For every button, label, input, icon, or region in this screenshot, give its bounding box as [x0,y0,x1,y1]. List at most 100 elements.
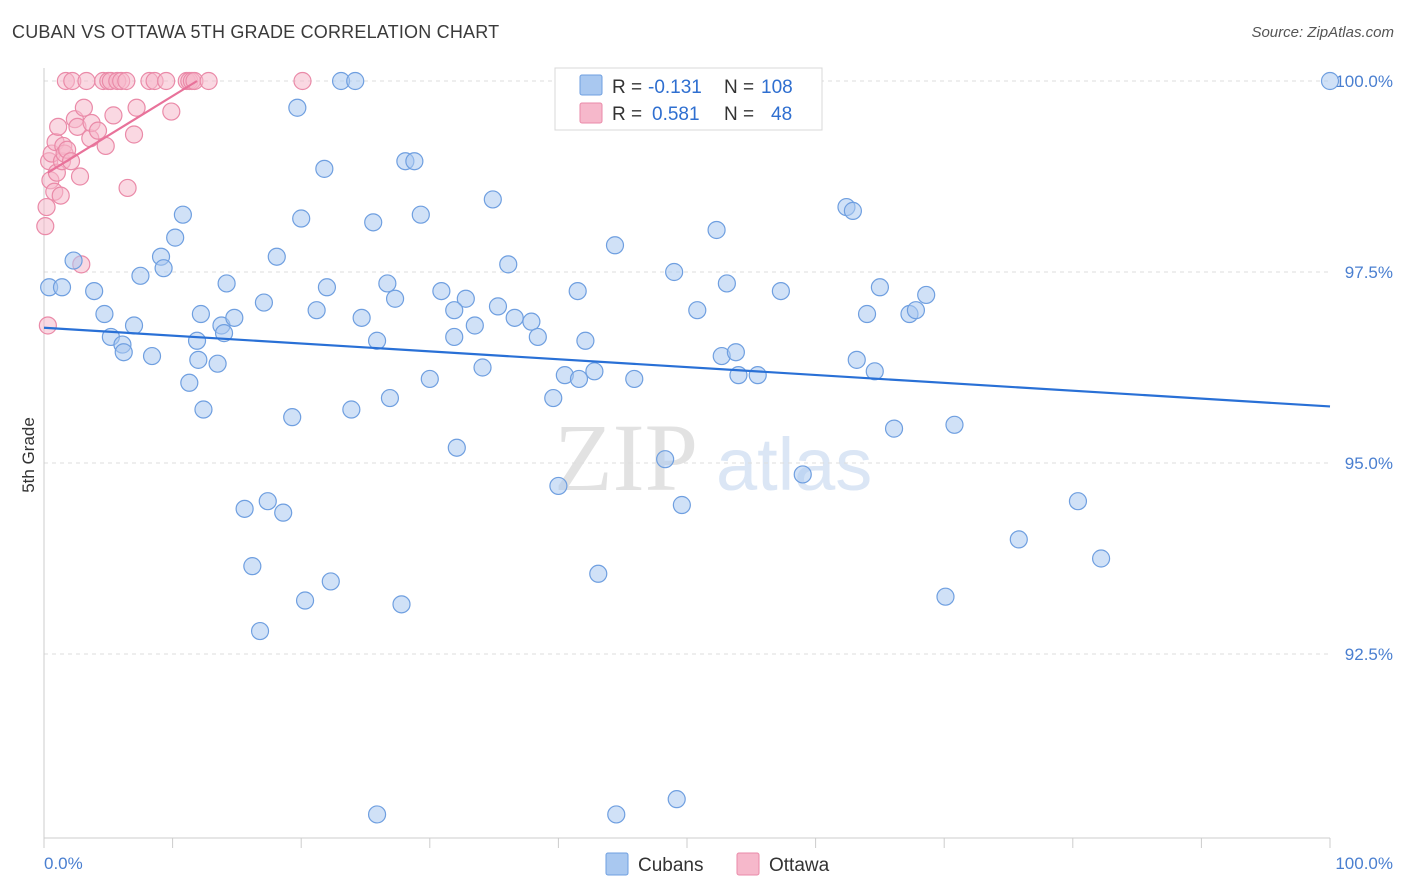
ottawa-point [117,71,136,91]
cubans-point [843,201,862,220]
stats-legend-r-label-pink: R = [612,104,642,125]
cubans-point [569,369,589,389]
y-tick-label: 100.0% [1335,72,1393,91]
cubans-point [793,465,812,484]
cubans-point [656,450,675,469]
cubans-point [465,316,484,335]
cubans-point [189,350,208,369]
legend-cubans-label: Cubans [638,855,704,876]
chart-title: CUBAN VS OTTAWA 5TH GRADE CORRELATION CH… [12,22,500,42]
stats-legend-n-label-pink: N = [724,104,754,125]
ottawa-point [127,98,146,117]
watermark-zip: ZIP [554,404,698,511]
cubans-point [208,354,227,373]
cubans-point [274,503,293,522]
cubans-point [1009,530,1028,549]
source-label: Source: ZipAtlas.com [1251,24,1394,41]
cubans-point [456,289,475,308]
cubans-point [52,278,72,297]
tick-labels: 92.5% 95.0% 97.5% 100.0% 0.0% 100.0% [44,72,1393,873]
cubans-point [380,388,400,408]
cubans-point [505,308,524,327]
cubans-point [367,331,387,350]
cubans-point [936,587,955,606]
cubans-point [267,247,286,266]
cubans-point [194,400,213,419]
watermark: ZIP atlas [554,404,872,511]
cubans-point [857,304,877,324]
y-axis-title: 5th Grade [19,417,38,493]
ottawa-point [118,178,137,198]
ottawa-point [88,121,108,140]
stats-legend-n-value-pink: 48 [771,104,792,125]
cubans-point [445,327,464,347]
cubans-point [214,324,234,343]
ottawa-point [70,167,90,186]
cubans-point [317,278,337,297]
cubans-point [771,282,790,301]
cubans-point [154,259,173,278]
cubans-point [95,304,114,324]
cubans-point [605,236,625,255]
stats-legend-pink-swatch [579,102,603,124]
cubans-point [717,274,736,293]
cubans-point [131,266,150,285]
cubans-point [945,415,964,434]
cubans-point [625,369,644,389]
ottawa-point [74,98,93,117]
cubans-point [321,572,340,591]
cubans-point [665,262,684,282]
cubans-point [166,228,185,247]
ottawa-point [51,186,70,205]
cubans-point [114,343,133,362]
watermark-atlas: atlas [716,423,872,506]
cubans-point [173,205,192,224]
cubans-point [1068,492,1088,511]
cubans-point [585,362,604,381]
cubans-point [346,71,365,91]
cubans-point [180,373,199,392]
cubans-point [235,499,254,518]
cubans-point [292,209,311,228]
cubans-point [672,495,691,515]
cubans-point [688,301,707,320]
cubans-point [315,159,334,178]
legend-ottawa-swatch [736,852,760,876]
cubans-point [906,301,926,320]
cubans-point [707,220,726,240]
cubans-point [378,274,397,293]
cubans-point [352,308,371,327]
cubans-point [607,805,626,824]
cubans-point [295,591,315,610]
axes [43,68,1331,848]
cubans-point [364,213,383,232]
cubans-point [187,331,207,350]
stats-legend-r-label-blue: R = [612,77,642,98]
cubans-point [85,282,104,301]
stats-legend-r-value-pink: 0.581 [652,104,700,125]
cubans-point [283,408,302,427]
ottawa-point [38,316,57,335]
cubans-point [405,152,424,171]
cubans-point [576,331,595,350]
cubans-point [884,419,904,438]
cubans-point [870,278,890,297]
cubans-point [225,308,244,327]
cubans-point [191,304,210,324]
cubans-point [473,358,492,377]
cubans-point [865,362,884,381]
cubans-point [258,492,277,511]
cubans-point [307,301,326,320]
cubans-point [726,343,745,362]
cubans-point [124,316,144,335]
cubans-point [488,297,508,316]
cubans-point [549,476,568,496]
cubans-point [568,282,587,301]
cubans-point [411,205,430,224]
x-tick-label-max: 100.0% [1335,854,1393,873]
legend-cubans-swatch [605,852,629,876]
cubans-point [392,595,411,614]
cubans-points [40,71,1340,824]
ottawa-trend-line [47,80,198,174]
